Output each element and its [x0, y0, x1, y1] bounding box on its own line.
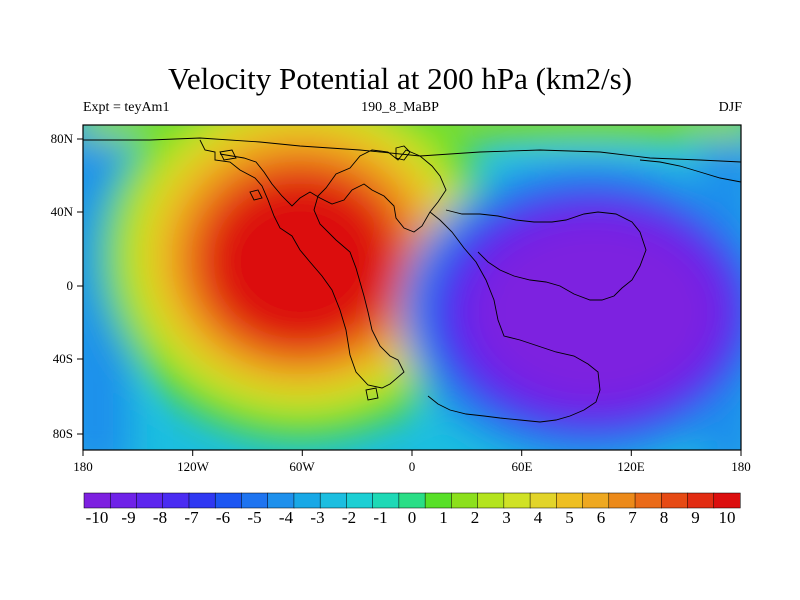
lat-tick-40n: 40N	[50, 204, 73, 219]
colorbar-swatch	[188, 492, 216, 509]
lat-tick-80n: 80N	[50, 131, 73, 146]
colorbar-label: -10	[85, 508, 109, 527]
lon-tick-180w: 180	[73, 459, 93, 474]
colorbar-label: 10	[718, 508, 736, 527]
colorbar-swatch	[83, 492, 111, 509]
lat-tick-0: 0	[66, 278, 74, 293]
plot-title: Velocity Potential at 200 hPa (km2/s)	[167, 61, 633, 96]
colorbar-swatch	[634, 492, 662, 509]
colorbar-swatch	[687, 492, 715, 509]
colorbar-swatch	[608, 492, 636, 509]
small-island-b	[249, 189, 263, 201]
colorbar-label: -1	[373, 508, 388, 527]
colorbar	[83, 492, 741, 509]
greenland-outline	[395, 145, 411, 161]
colorbar-swatch	[503, 492, 531, 509]
lon-tick-120w: 120W	[177, 459, 209, 474]
velocity-potential-field	[83, 125, 741, 450]
colorbar-label: 7	[628, 508, 637, 527]
northeast-coastline	[639, 159, 741, 183]
colorbar-swatch	[109, 492, 138, 509]
colorbar-swatch	[241, 492, 269, 509]
colorbar-swatch	[582, 492, 610, 509]
experiment-label: Expt = teyAm1	[83, 100, 170, 115]
colorbar-swatch	[267, 492, 295, 509]
colorbar-label: -8	[152, 508, 168, 527]
small-island-a	[219, 149, 237, 161]
colorbar-swatch	[214, 492, 242, 509]
colorbar-label: 2	[470, 508, 480, 527]
colorbar-label: -9	[121, 508, 136, 527]
colorbar-label: 6	[596, 508, 606, 527]
colorbar-label: 0	[407, 508, 417, 527]
colorbar-label: 1	[439, 508, 448, 527]
axis-ticks	[77, 138, 742, 456]
colorbar-swatch	[319, 492, 347, 509]
small-island-c	[365, 387, 379, 401]
colorbar-label: 9	[691, 508, 700, 527]
colorbar-swatch	[556, 492, 584, 509]
colorbar-label: -4	[278, 508, 294, 527]
colorbar-swatch	[136, 492, 164, 509]
lat-tick-40s: 40S	[52, 351, 73, 366]
colorbar-swatch	[372, 492, 400, 509]
colorbar-swatch	[713, 492, 741, 509]
africa-eurasia-coastline	[427, 211, 601, 423]
lon-tick-180e: 180	[731, 459, 751, 474]
lon-tick-0: 0	[408, 459, 416, 474]
colorbar-swatch	[424, 492, 452, 509]
lon-tick-120e: 120E	[617, 459, 645, 474]
americas-coastline	[199, 139, 447, 389]
arctic-coastline	[83, 137, 741, 163]
asia-coastline	[445, 209, 647, 301]
lon-tick-60w: 60W	[289, 459, 315, 474]
colorbar-label: -3	[310, 508, 325, 527]
colorbar-label: 8	[659, 508, 669, 527]
lon-tick-60e: 60E	[511, 459, 533, 474]
colorbar-swatch	[477, 492, 505, 509]
coastlines	[83, 137, 741, 423]
colorbar-swatch	[293, 492, 321, 509]
colorbar-swatch	[346, 492, 374, 509]
season-label: DJF	[718, 100, 742, 115]
colorbar-swatch	[162, 492, 190, 509]
colorbar-label: 3	[502, 508, 511, 527]
colorbar-label: 4	[533, 508, 543, 527]
colorbar-swatch	[661, 492, 689, 509]
lat-tick-80s: 80S	[52, 426, 73, 441]
colorbar-label: -5	[247, 508, 262, 527]
period-label: 190_8_MaBP	[361, 100, 439, 115]
colorbar-label: -7	[184, 508, 199, 527]
colorbar-label: -6	[215, 508, 231, 527]
colorbar-swatch	[451, 492, 479, 509]
colorbar-swatch	[398, 492, 426, 509]
colorbar-label: 5	[565, 508, 574, 527]
colorbar-swatch	[529, 492, 557, 509]
colorbar-label: -2	[341, 508, 357, 527]
